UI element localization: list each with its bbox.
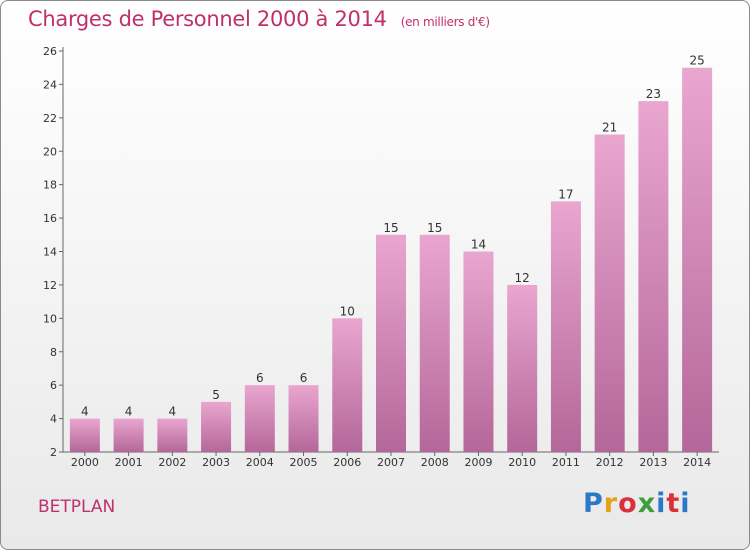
y-tick-label: 16	[43, 212, 57, 225]
bar	[594, 134, 625, 452]
x-tick-label: 2001	[115, 456, 143, 469]
y-tick-label: 6	[50, 379, 57, 392]
y-tick-label: 12	[43, 279, 57, 292]
x-tick-label: 2002	[158, 456, 186, 469]
bar-value-label: 15	[383, 221, 398, 235]
bar	[638, 101, 669, 452]
bar	[288, 385, 319, 452]
x-tick-label: 2003	[202, 456, 230, 469]
bar-value-label: 6	[256, 371, 264, 385]
bar	[113, 418, 144, 452]
y-tick-label: 14	[43, 246, 57, 259]
commune-name: BETPLAN	[38, 497, 116, 517]
y-tick-label: 22	[43, 112, 57, 125]
bar-value-label: 5	[212, 388, 220, 402]
y-tick-label: 8	[50, 346, 57, 359]
bar-value-label: 17	[558, 187, 573, 201]
bar-value-label: 6	[300, 371, 308, 385]
y-tick-label: 24	[43, 78, 57, 91]
bar-value-label: 15	[427, 221, 442, 235]
x-tick-label: 2010	[508, 456, 536, 469]
x-tick-label: 2009	[464, 456, 492, 469]
x-tick-label: 2011	[552, 456, 580, 469]
logo-letter: r	[603, 488, 619, 519]
bar-value-label: 25	[689, 54, 704, 68]
bar-value-label: 4	[169, 405, 177, 419]
bar	[507, 284, 538, 452]
bar	[244, 385, 275, 452]
bar	[376, 234, 406, 452]
y-tick-label: 20	[43, 145, 57, 158]
x-tick-label: 2014	[683, 456, 711, 469]
x-tick-label: 2004	[246, 456, 274, 469]
logo-letter: x	[637, 488, 657, 519]
title-text: Charges de Personnel 2000 à 2014	[28, 7, 387, 31]
x-tick-label: 2005	[290, 456, 318, 469]
bar	[157, 418, 188, 452]
bar-value-label: 23	[646, 87, 661, 101]
bar	[419, 234, 450, 452]
x-tick-label: 2012	[596, 456, 624, 469]
bar-value-label: 12	[515, 271, 530, 285]
logo-letter: t	[666, 488, 681, 519]
bar-value-label: 4	[125, 405, 133, 419]
x-tick-label: 2013	[639, 456, 667, 469]
logo-letter: i	[680, 488, 691, 519]
y-tick-label: 26	[43, 45, 57, 58]
x-tick-label: 2006	[333, 456, 361, 469]
bar	[201, 401, 232, 452]
bar-value-label: 4	[81, 405, 89, 419]
bar-value-label: 10	[340, 304, 355, 318]
bar	[463, 251, 494, 452]
y-tick-label: 10	[43, 312, 57, 325]
proxiti-logo: Proxiti	[583, 488, 691, 519]
logo-letter: i	[656, 488, 667, 519]
y-tick-label: 4	[50, 413, 57, 426]
x-tick-label: 2008	[421, 456, 449, 469]
chart-title: Charges de Personnel 2000 à 2014 (en mill…	[28, 7, 490, 31]
bar	[550, 201, 581, 452]
bar-value-label: 21	[602, 121, 617, 135]
bar	[682, 67, 713, 452]
logo-letter: o	[618, 488, 638, 519]
bar	[69, 418, 100, 452]
bar-value-label: 14	[471, 238, 486, 252]
y-tick-label: 2	[50, 446, 57, 459]
x-tick-label: 2000	[71, 456, 99, 469]
x-tick-label: 2007	[377, 456, 405, 469]
chart-subtitle: (en milliers d'€)	[400, 15, 490, 29]
logo-letter: P	[583, 488, 604, 519]
y-tick-label: 18	[43, 179, 57, 192]
bar	[332, 318, 363, 452]
